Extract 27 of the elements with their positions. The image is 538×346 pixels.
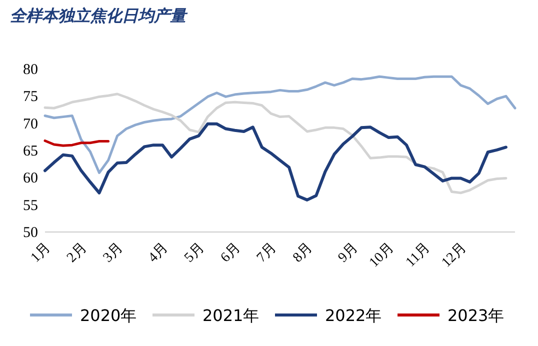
x-tick-label: 8月	[290, 240, 316, 266]
chart-title: 全样本独立焦化日均产量	[10, 6, 188, 25]
y-tick-label: 60	[23, 170, 38, 187]
y-tick-label: 55	[23, 198, 38, 214]
x-tick-label: 11月	[403, 240, 434, 270]
line-series	[44, 92, 508, 194]
x-tick-label: 2月	[64, 240, 90, 266]
x-tick-label: 12月	[439, 240, 470, 271]
x-tick-label: 10月	[366, 240, 398, 271]
x-tick-label: 7月	[254, 240, 280, 266]
legend-label: 2020年	[80, 306, 137, 325]
line-series	[44, 122, 508, 202]
y-tick-label: 70	[23, 116, 38, 132]
y-tick-label: 80	[23, 62, 38, 78]
y-tick-label: 50	[23, 225, 38, 241]
x-tick-label: 6月	[218, 240, 244, 266]
legend-label: 2022年	[325, 306, 382, 325]
y-tick-label: 65	[23, 144, 38, 160]
x-tick-label: 9月	[336, 240, 362, 266]
x-tick-label: 4月	[146, 240, 172, 266]
x-tick-label: 3月	[100, 240, 126, 266]
x-tick-label: 1月	[28, 240, 54, 266]
legend-label: 2021年	[202, 306, 260, 325]
line-series	[44, 75, 516, 174]
y-tick-label: 75	[23, 89, 38, 106]
x-tick-label: 5月	[182, 240, 208, 266]
legend-label: 2023年	[448, 306, 504, 325]
